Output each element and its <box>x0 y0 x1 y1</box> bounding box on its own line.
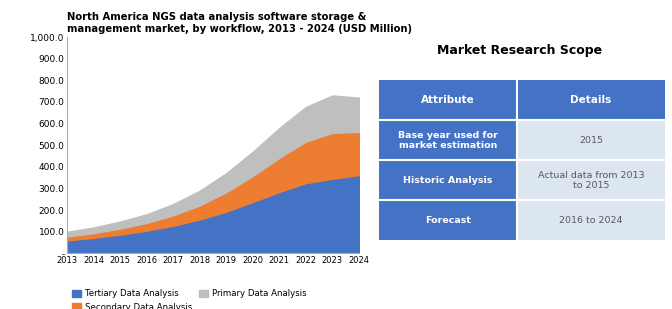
Bar <box>380 80 665 120</box>
Text: 2016 to 2024: 2016 to 2024 <box>559 216 623 225</box>
Bar <box>380 160 517 200</box>
Text: 2015: 2015 <box>579 136 603 145</box>
Text: North America NGS data analysis software storage &
management market, by workflo: North America NGS data analysis software… <box>67 12 412 33</box>
Text: Forecast: Forecast <box>425 216 471 225</box>
Legend: Tertiary Data Analysis, Secondary Data Analysis, Primary Data Analysis: Tertiary Data Analysis, Secondary Data A… <box>69 286 310 309</box>
Text: Historic Analysis: Historic Analysis <box>403 176 493 185</box>
Text: Attribute: Attribute <box>421 95 475 105</box>
Bar <box>380 200 517 240</box>
Text: Market Research Scope: Market Research Scope <box>437 44 602 57</box>
Bar <box>517 120 665 160</box>
Text: Base year used for
market estimation: Base year used for market estimation <box>398 131 498 150</box>
Bar <box>380 120 517 160</box>
Text: Actual data from 2013
to 2015: Actual data from 2013 to 2015 <box>538 171 644 190</box>
Bar <box>517 200 665 240</box>
Bar <box>517 160 665 200</box>
Text: Details: Details <box>571 95 612 105</box>
